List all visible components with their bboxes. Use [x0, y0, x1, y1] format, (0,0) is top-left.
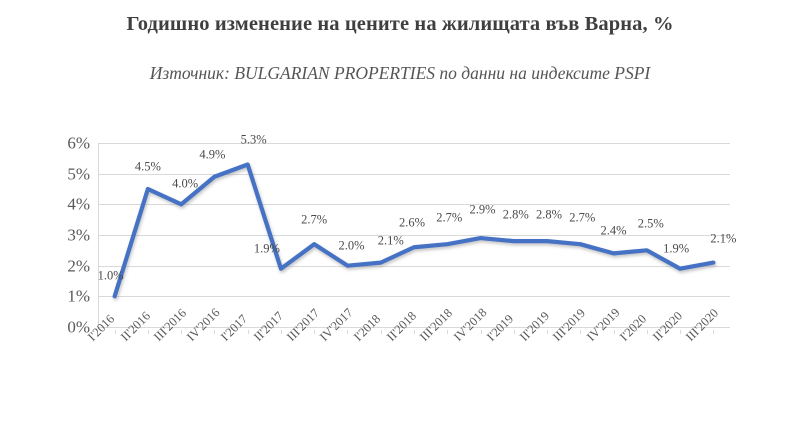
- x-axis-tick-mark: [114, 330, 116, 334]
- data-point-label: 1.9%: [663, 241, 690, 256]
- data-point-label: 2.7%: [436, 210, 463, 225]
- gridline: [98, 204, 730, 206]
- x-axis-tick-mark: [713, 330, 715, 334]
- x-axis-tick-mark: [613, 330, 615, 334]
- y-axis-tick-label: 5%: [67, 164, 90, 184]
- plot-area: 1.0% 4.5% 4.0% 4.9% 5.3% 1.9% 2.7% 2.0% 2.1% 2.6%…: [97, 134, 736, 328]
- x-axis-tick-mark: [513, 330, 515, 334]
- data-point-label: 4.5%: [134, 159, 161, 174]
- x-axis-tick-mark: [580, 330, 582, 334]
- gridline: [98, 143, 730, 144]
- data-point-label: 2.7%: [301, 212, 328, 227]
- x-axis-tick-mark: [547, 330, 549, 334]
- series-line-chart: [112, 162, 716, 299]
- data-point-label: 2.7%: [569, 210, 596, 225]
- gridline: [98, 327, 730, 328]
- x-axis-tick-mark: [447, 330, 449, 334]
- data-point-label: 2.1%: [710, 231, 737, 246]
- data-point-label: 2.0%: [338, 238, 365, 253]
- x-axis-tick-mark: [380, 330, 382, 334]
- data-point-label: 2.6%: [398, 215, 426, 230]
- data-point-label: 2.4%: [600, 223, 627, 238]
- x-axis-tick-mark: [247, 330, 249, 334]
- data-point-label: 1.9%: [253, 241, 280, 256]
- y-axis-tick-label: 1%: [67, 286, 90, 306]
- gridline: [98, 173, 730, 175]
- y-axis-tick-label: 2%: [67, 256, 90, 276]
- data-point-label: 2.5%: [637, 216, 664, 231]
- chart-title: Годишно изменение на цените на жилищата …: [126, 13, 674, 35]
- x-axis-tick-mark: [480, 330, 482, 334]
- data-point-label: 4.9%: [199, 147, 226, 162]
- x-axis-tick-mark: [181, 330, 183, 334]
- y-axis-tick-label: 6%: [67, 133, 90, 153]
- x-axis-tick-mark: [280, 330, 282, 334]
- data-point-label: 2.8%: [536, 207, 563, 222]
- x-axis: I'2016 II'2016 III'2016 IV'2016 I'2017 II'201…: [85, 305, 730, 430]
- series-polyline: [112, 162, 716, 299]
- y-axis-tick-label: 3%: [67, 225, 90, 245]
- y-axis-tick-label: 4%: [67, 194, 90, 214]
- data-point-label: 5.3%: [240, 132, 267, 147]
- data-point-label: 4.0%: [172, 176, 199, 191]
- gridline: [98, 265, 730, 267]
- x-axis-tick-mark: [347, 330, 349, 334]
- y-axis-tick-label: 0%: [67, 317, 90, 337]
- gridline: [98, 296, 730, 298]
- x-axis-tick-mark: [147, 330, 149, 334]
- gridline: [98, 235, 730, 236]
- data-point-label: 2.9%: [469, 202, 496, 217]
- chart-subtitle-source: Източник: BULGARIAN PROPERTIES по данни …: [149, 63, 651, 83]
- x-axis-tick-mark: [646, 330, 648, 334]
- data-point-label: 2.8%: [502, 207, 529, 222]
- y-axis: 0% 1% 2% 3% 4% 5% 6%: [38, 135, 90, 336]
- data-point-label: 1.0%: [97, 268, 124, 283]
- x-axis-tick-mark: [214, 330, 216, 334]
- x-axis-tick-mark: [680, 330, 682, 334]
- x-axis-tick-mark: [314, 330, 316, 334]
- data-point-label: 2.1%: [377, 233, 404, 248]
- x-axis-tick-mark: [414, 330, 415, 334]
